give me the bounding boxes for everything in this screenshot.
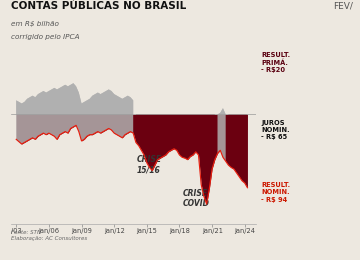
Text: RESULT.
NOMIN.
- R$ 94: RESULT. NOMIN. - R$ 94 [261, 182, 290, 203]
Text: FEV/: FEV/ [333, 1, 353, 10]
Text: RESULT.
PRIMÁ.
- R$20: RESULT. PRIMÁ. - R$20 [261, 51, 290, 73]
Text: em R$ bilhão: em R$ bilhão [11, 21, 59, 27]
Text: corrigido pelo IPCA: corrigido pelo IPCA [11, 34, 80, 40]
Text: Fonte: STN
Elaboração: AC Consultores: Fonte: STN Elaboração: AC Consultores [11, 230, 87, 241]
Text: CRISE
COVID: CRISE COVID [182, 188, 209, 208]
Text: CONTAS PÚBLICAS NO BRASIL: CONTAS PÚBLICAS NO BRASIL [11, 1, 186, 11]
Text: JUROS
NOMIN.
- R$ 65: JUROS NOMIN. - R$ 65 [261, 120, 290, 140]
Text: CRISE
15/16: CRISE 15/16 [136, 155, 162, 174]
